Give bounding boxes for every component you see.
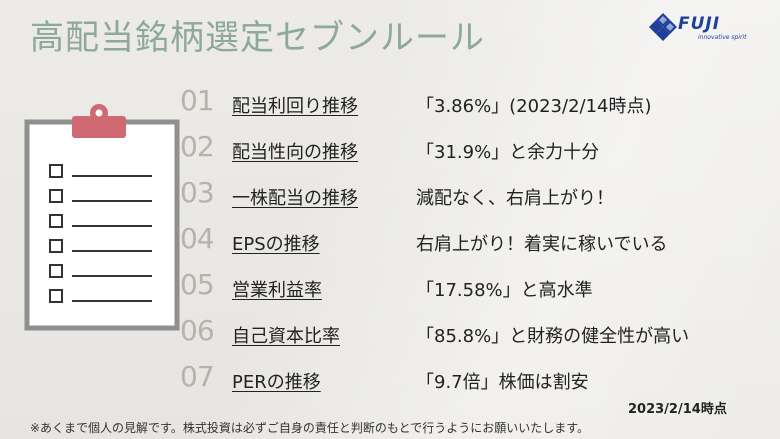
- rule-label: PERの推移: [232, 372, 321, 393]
- rule-description: 「31.9%」と余力十分: [416, 142, 600, 163]
- rule-row: 06 自己資本比率 「85.8%」と財務の健全性が高い: [180, 314, 770, 358]
- rule-label: 一株配当の推移: [232, 188, 358, 209]
- rule-row: 01 配当利回り推移 「3.86%」(2023/2/14時点): [180, 84, 770, 128]
- rule-row: 05 営業利益率 「17.58%」と高水準: [180, 268, 770, 312]
- rule-description: 「17.58%」と高水準: [416, 280, 593, 301]
- rule-description: 「85.8%」と財務の健全性が高い: [416, 326, 690, 347]
- rule-number: 07: [180, 360, 215, 393]
- rule-label: 営業利益率: [232, 280, 322, 301]
- rule-number: 01: [180, 84, 215, 117]
- rule-description: 「9.7倍」株価は割安: [416, 372, 589, 393]
- rule-number: 06: [180, 314, 215, 347]
- rule-row: 07 PERの推移 「9.7倍」株価は割安: [180, 360, 770, 404]
- logo-tagline: innovative spirit: [698, 34, 747, 41]
- rule-number: 02: [180, 130, 215, 163]
- clipboard-checklist-icon: [24, 104, 180, 331]
- rule-description: 「3.86%」(2023/2/14時点): [416, 96, 652, 117]
- rule-label: 配当利回り推移: [232, 96, 358, 117]
- disclaimer-note: ※あくまで個人の見解です。株式投資は必ずご自身の責任と判断のもとで行うようにお願…: [30, 421, 590, 435]
- rule-description: 減配なく、右肩上がり！: [416, 188, 614, 209]
- rule-row: 03 一株配当の推移 減配なく、右肩上がり！: [180, 176, 770, 220]
- rule-label: EPSの推移: [232, 234, 320, 255]
- rule-label: 自己資本比率: [232, 326, 340, 347]
- logo-name: FUJI: [678, 14, 721, 34]
- rule-number: 03: [180, 176, 215, 209]
- fuji-logo-mark-icon: [649, 13, 677, 41]
- fuji-logo: FUJI innovative spirit: [648, 10, 764, 46]
- rule-row: 02 配当性向の推移 「31.9%」と余力十分: [180, 130, 770, 174]
- page-title: 高配当銘柄選定セブンルール: [30, 18, 485, 58]
- as-of-date: 2023/2/14時点: [628, 402, 727, 417]
- rule-label: 配当性向の推移: [232, 142, 358, 163]
- rule-number: 04: [180, 222, 215, 255]
- rule-row: 04 EPSの推移 右肩上がり！着実に稼いでいる: [180, 222, 770, 266]
- rule-description: 右肩上がり！着実に稼いでいる: [416, 234, 668, 255]
- rule-number: 05: [180, 268, 215, 301]
